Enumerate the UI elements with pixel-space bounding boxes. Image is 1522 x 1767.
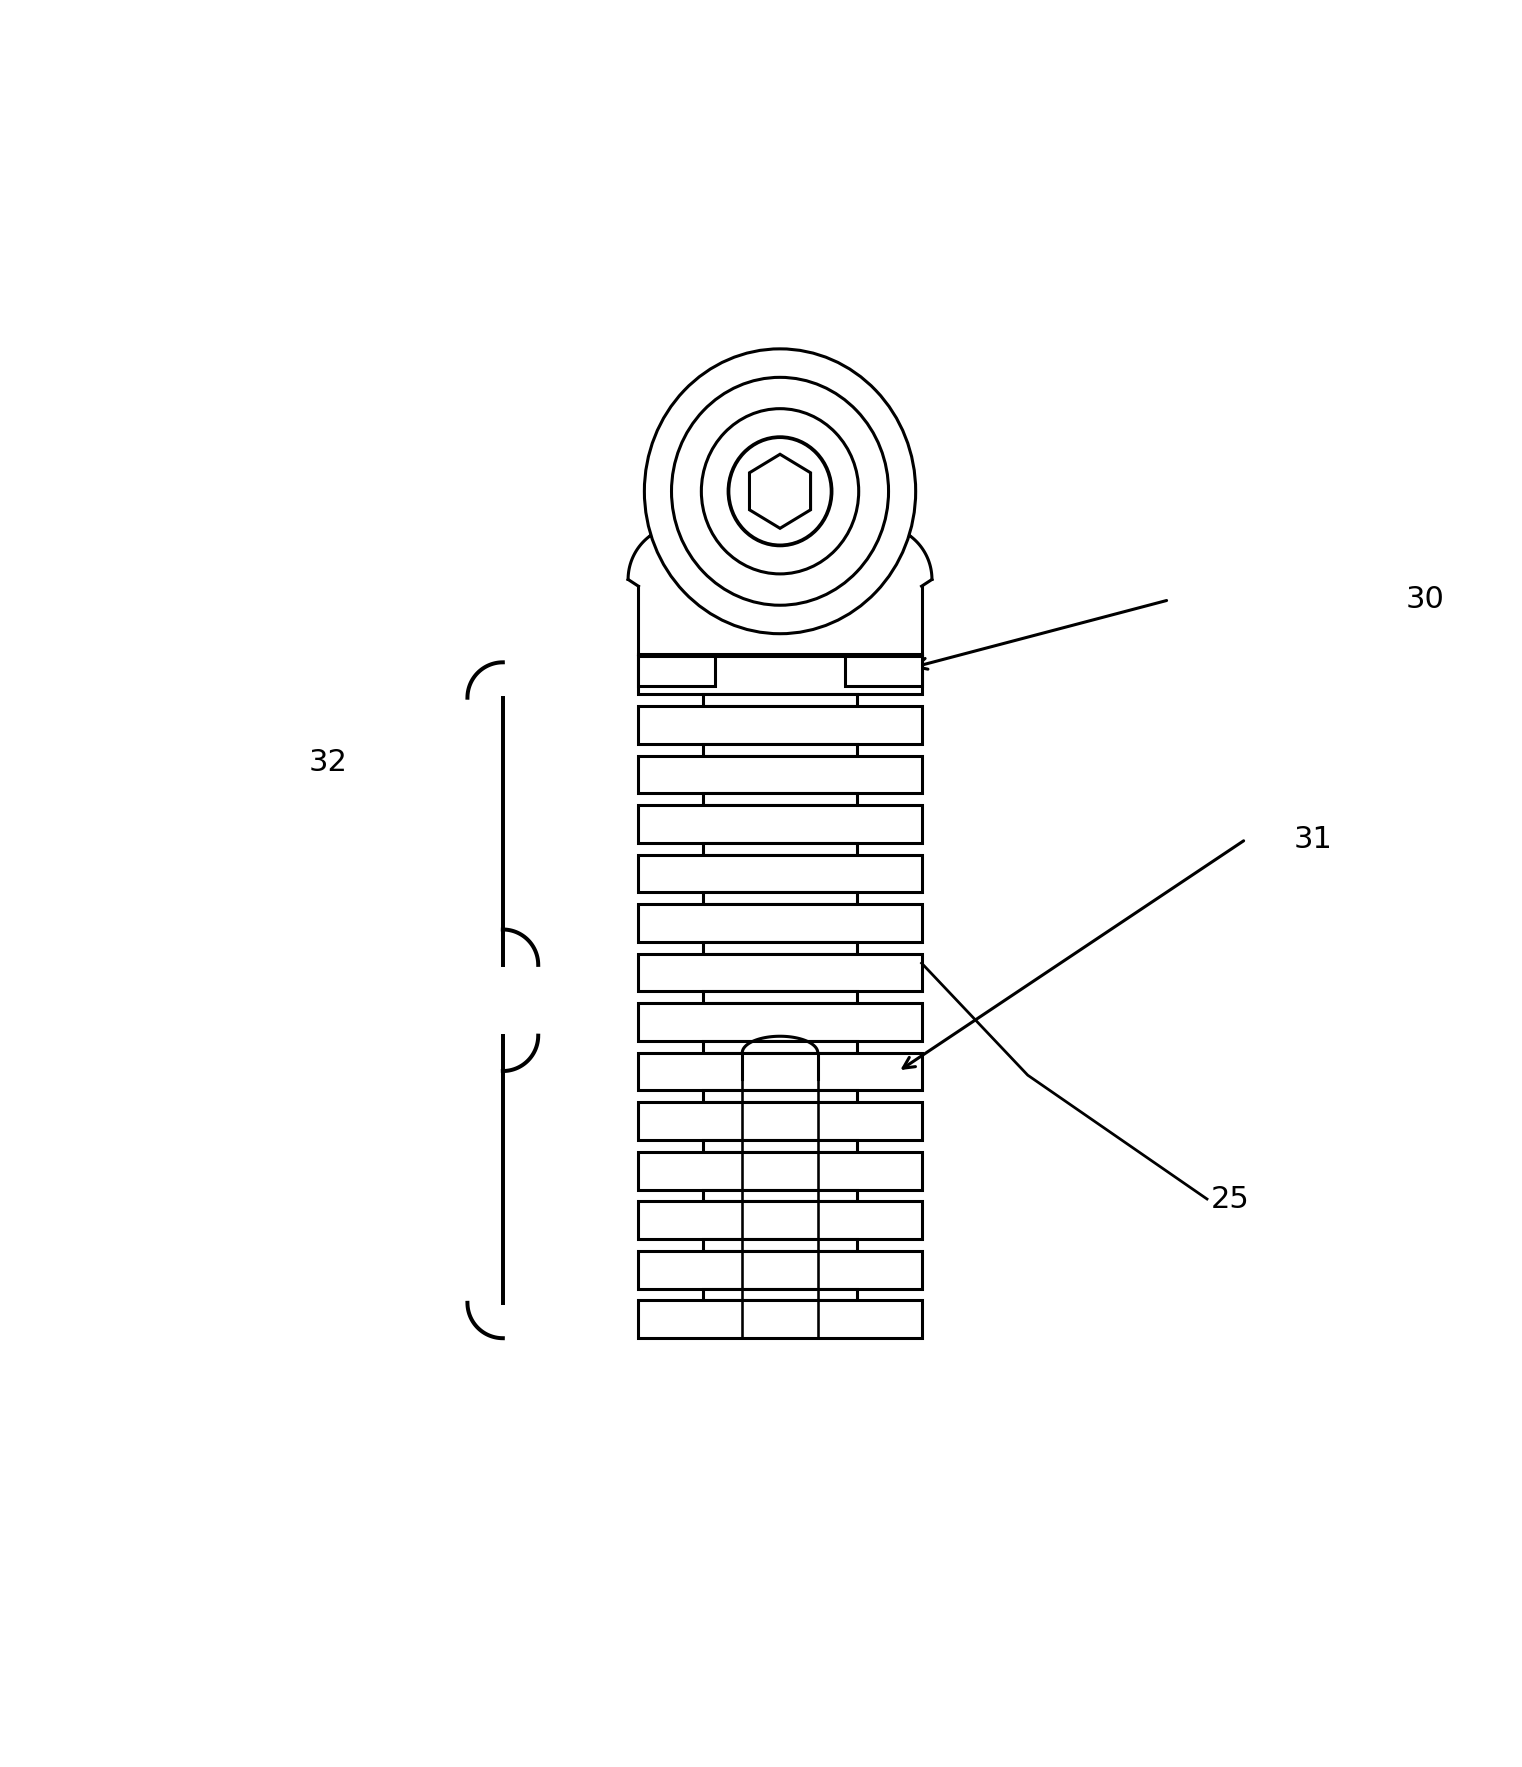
Bar — [639, 1103, 922, 1140]
Bar — [639, 855, 922, 892]
Bar — [703, 1140, 857, 1152]
Bar — [639, 756, 922, 793]
Bar — [845, 656, 921, 686]
Bar — [639, 1251, 922, 1288]
Bar — [639, 1152, 922, 1189]
Bar — [703, 1288, 857, 1301]
Bar — [703, 892, 857, 905]
Bar — [639, 1301, 922, 1338]
Bar — [639, 1053, 922, 1090]
Bar — [639, 905, 922, 942]
Bar — [639, 806, 922, 843]
Bar — [703, 843, 857, 855]
Polygon shape — [749, 454, 811, 528]
Bar — [703, 694, 857, 707]
Bar — [703, 991, 857, 1004]
Bar — [639, 707, 922, 744]
Bar — [639, 656, 922, 694]
Bar — [703, 1090, 857, 1103]
Bar — [639, 1004, 922, 1041]
Text: 30: 30 — [1405, 585, 1444, 615]
Text: 25: 25 — [1210, 1184, 1250, 1214]
Polygon shape — [629, 535, 931, 654]
Text: 32: 32 — [307, 747, 347, 777]
Bar — [639, 954, 922, 991]
Ellipse shape — [702, 408, 858, 574]
Text: 31: 31 — [1294, 825, 1332, 853]
Bar — [639, 656, 715, 686]
Bar — [703, 744, 857, 756]
Bar — [703, 1239, 857, 1251]
Ellipse shape — [729, 436, 831, 546]
Bar — [639, 1202, 922, 1239]
Ellipse shape — [644, 348, 916, 634]
Bar — [703, 942, 857, 954]
Bar — [703, 1189, 857, 1202]
Ellipse shape — [671, 378, 889, 606]
Bar — [703, 793, 857, 806]
Bar — [703, 1041, 857, 1053]
